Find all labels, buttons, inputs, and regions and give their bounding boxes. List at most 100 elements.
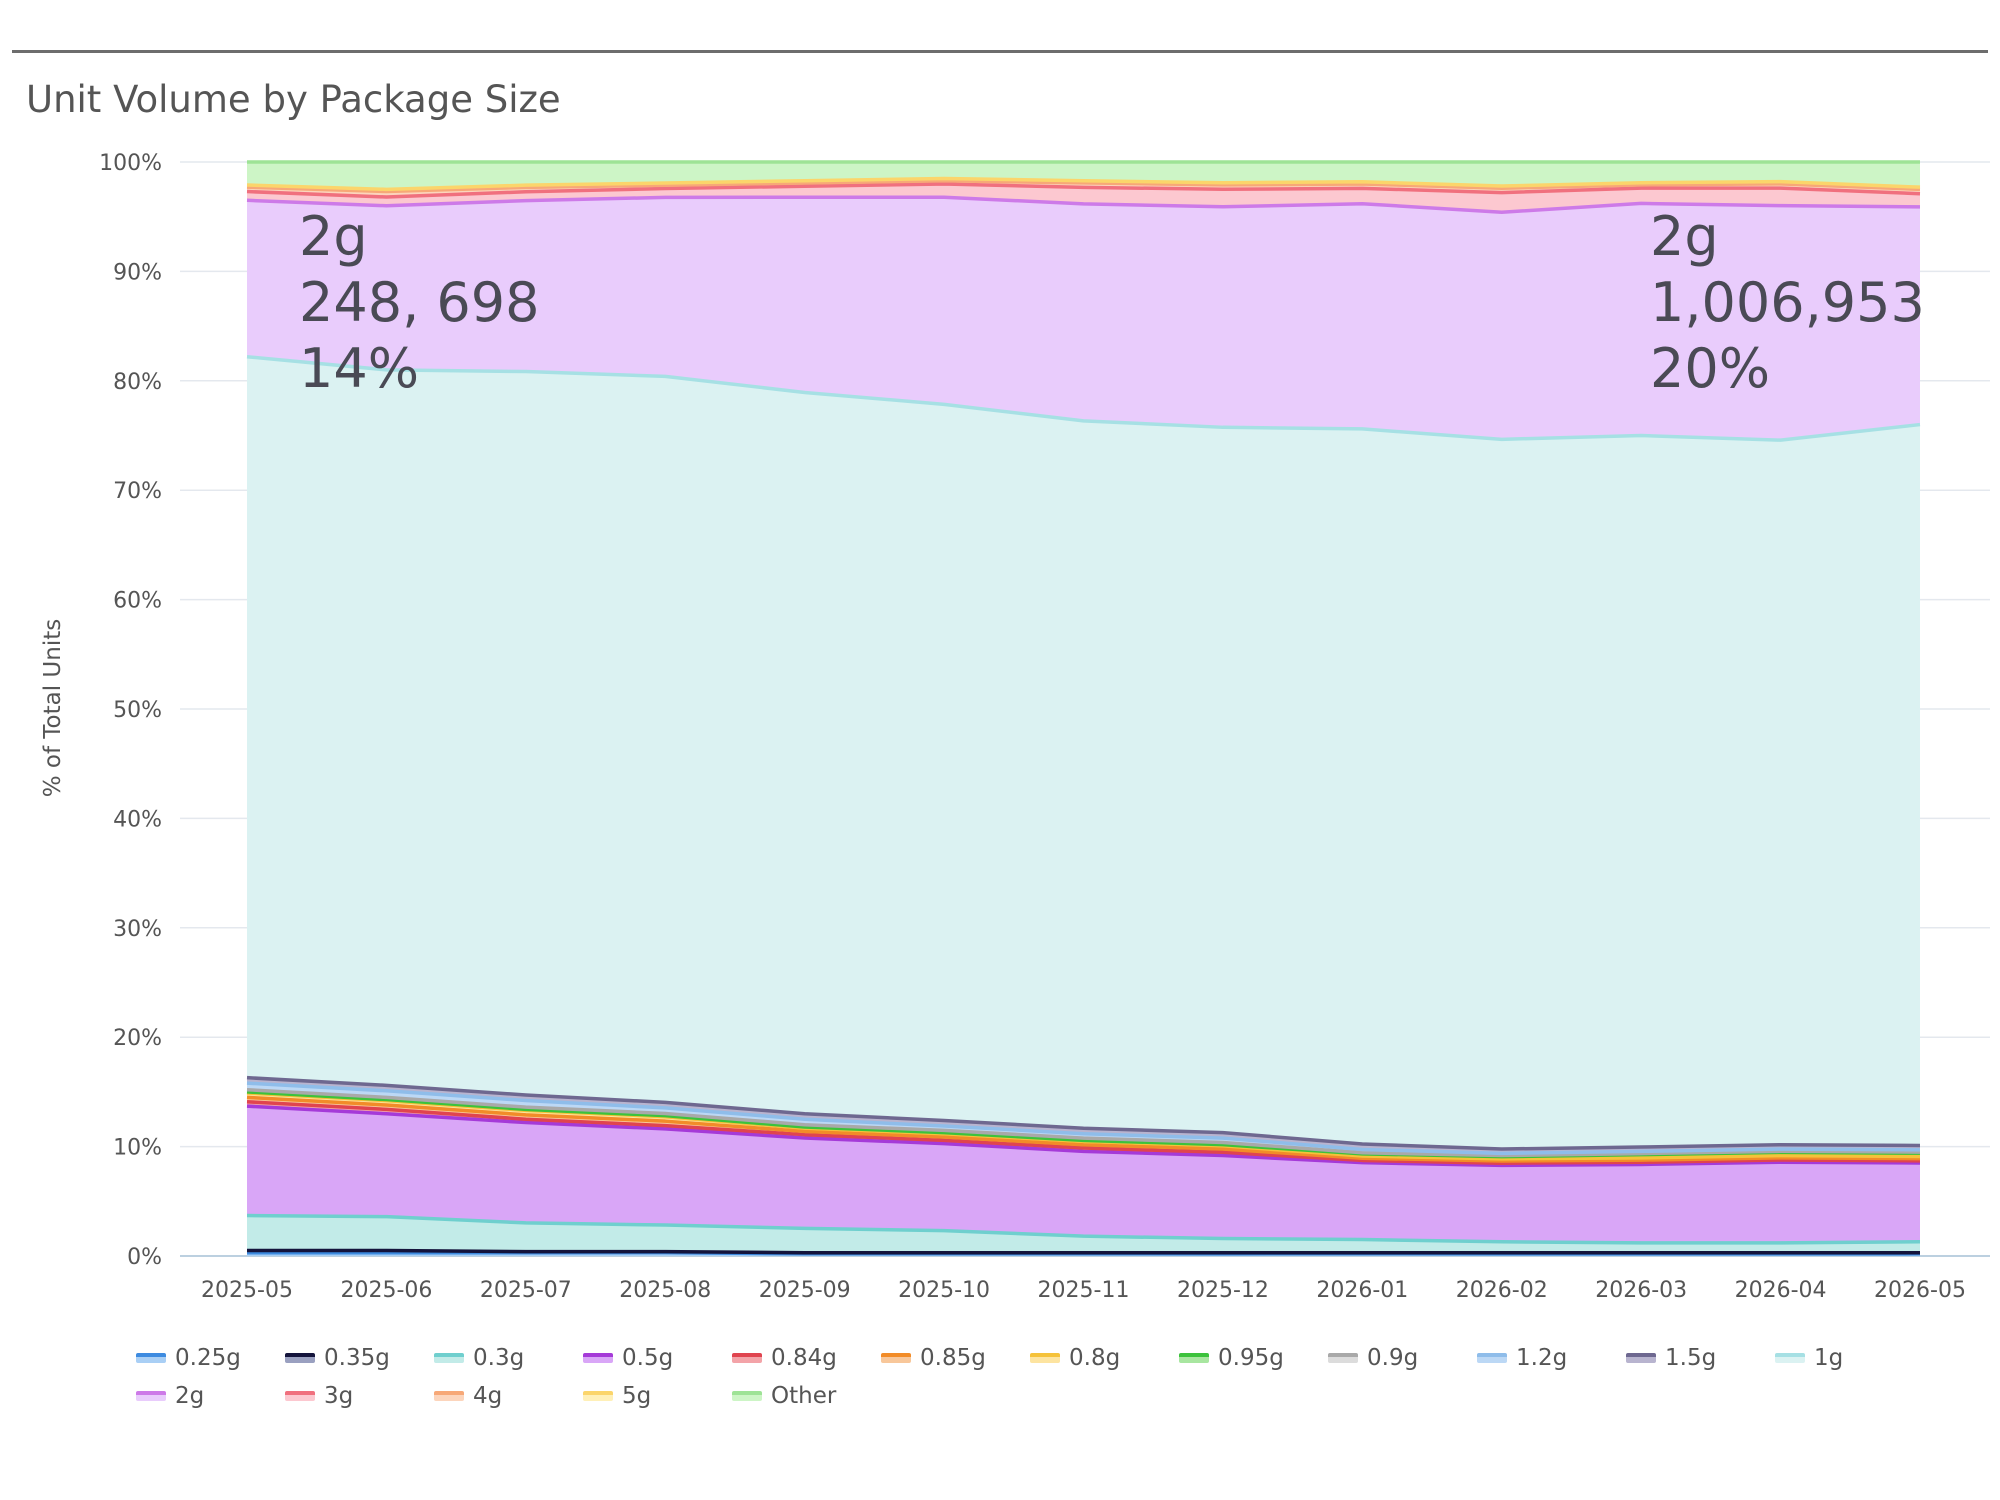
stacked-area-chart: 0% 10% 20% 30% 40% 50% 60% 70% 80% 90% 100% 2025-0… xyxy=(40,151,1990,1303)
legend-label: 0.25g xyxy=(175,1345,241,1371)
x-tick-label: 2026-05 xyxy=(1874,1278,1966,1303)
y-axis-label: % of Total Units xyxy=(40,619,66,797)
legend-item[interactable]: 0.84g xyxy=(732,1344,881,1372)
legend-item[interactable]: 2g xyxy=(136,1382,285,1410)
legend-swatch xyxy=(1030,1353,1060,1363)
legend-swatch xyxy=(1179,1353,1209,1363)
legend-label: 1.5g xyxy=(1665,1345,1717,1371)
y-tick-label: 80% xyxy=(113,370,162,395)
annotation-line: 20% xyxy=(1650,337,1770,400)
x-tick-label: 2026-01 xyxy=(1316,1278,1408,1303)
legend-swatch xyxy=(285,1391,315,1401)
line-1-2g xyxy=(246,1081,1921,1156)
legend-swatch xyxy=(1328,1353,1358,1363)
legend-label: 3g xyxy=(324,1383,354,1409)
legend-swatch xyxy=(1775,1353,1805,1363)
legend-item[interactable]: 1.5g xyxy=(1626,1344,1775,1372)
area-1g[interactable] xyxy=(247,356,1920,1150)
line-0-9g xyxy=(246,1087,1921,1158)
legend-swatch xyxy=(881,1353,911,1363)
legend-label: 0.35g xyxy=(324,1345,390,1371)
line-2g xyxy=(246,195,1921,214)
line-1-5g xyxy=(246,1075,1921,1151)
legend-swatch xyxy=(1626,1353,1656,1363)
legend-item[interactable]: 0.9g xyxy=(1328,1344,1477,1372)
line-1g xyxy=(246,354,1921,442)
annotation-line: 14% xyxy=(299,337,419,400)
legend: 0.25g 0.35g 0.3g 0.5g 0.84g 0.85g 0.8g 0.95g 0.9… xyxy=(136,1344,1936,1410)
legend-item[interactable]: 0.3g xyxy=(434,1344,583,1372)
legend-label: 1.2g xyxy=(1516,1345,1568,1371)
legend-swatch xyxy=(136,1391,166,1401)
y-tick-label: 30% xyxy=(113,917,162,942)
y-tick-label: 100% xyxy=(99,151,162,176)
line-4g xyxy=(246,178,1921,194)
y-tick-label: 10% xyxy=(113,1136,162,1161)
x-tick-label: 2025-06 xyxy=(340,1278,432,1303)
y-tick-label: 40% xyxy=(113,807,162,832)
line-layer xyxy=(246,160,1921,1256)
line-0-35g xyxy=(247,1248,1921,1255)
area-2g[interactable] xyxy=(247,197,1920,441)
legend-item[interactable]: 4g xyxy=(434,1382,583,1410)
y-tick-label: 70% xyxy=(113,479,162,504)
x-tick-label: 2025-08 xyxy=(619,1278,711,1303)
legend-item[interactable]: 0.25g xyxy=(136,1344,285,1372)
line-0-3g xyxy=(246,1213,1921,1245)
legend-item[interactable]: 1g xyxy=(1775,1344,1924,1372)
legend-label: 0.95g xyxy=(1218,1345,1284,1371)
legend-item[interactable]: 1.2g xyxy=(1477,1344,1626,1372)
x-tick-label: 2025-10 xyxy=(898,1278,990,1303)
legend-label: 0.5g xyxy=(622,1345,674,1371)
legend-label: 4g xyxy=(473,1383,503,1409)
legend-swatch xyxy=(583,1353,613,1363)
legend-swatch xyxy=(732,1353,762,1363)
legend-item[interactable]: 0.8g xyxy=(1030,1344,1179,1372)
x-axis-ticks: 2025-05 2025-06 2025-07 2025-08 2025-09 2025-… xyxy=(201,1278,1966,1303)
y-tick-label: 0% xyxy=(127,1245,162,1270)
area-0-5g[interactable] xyxy=(247,1106,1920,1243)
line-3g xyxy=(246,182,1921,199)
y-tick-label: 50% xyxy=(113,698,162,723)
y-axis-ticks: 0% 10% 20% 30% 40% 50% 60% 70% 80% 90% 100% xyxy=(99,151,162,1270)
legend-label: 0.84g xyxy=(771,1345,837,1371)
chart-title: Unit Volume by Package Size xyxy=(26,78,561,121)
legend-swatch xyxy=(583,1391,613,1401)
legend-label: 0.8g xyxy=(1069,1345,1121,1371)
x-tick-label: 2025-11 xyxy=(1038,1278,1130,1303)
legend-item[interactable]: 3g xyxy=(285,1382,434,1410)
legend-swatch xyxy=(732,1391,762,1401)
area-3g[interactable] xyxy=(247,184,1920,213)
legend-label: 0.85g xyxy=(920,1345,986,1371)
y-tick-label: 60% xyxy=(113,589,162,614)
legend-item[interactable]: 0.35g xyxy=(285,1344,434,1372)
legend-label: 0.3g xyxy=(473,1345,525,1371)
x-tick-label: 2025-05 xyxy=(201,1278,293,1303)
legend-label: 1g xyxy=(1814,1345,1844,1371)
line-0-5g xyxy=(246,1104,1921,1168)
line-0-85g xyxy=(246,1095,1921,1163)
y-tick-label: 20% xyxy=(113,1026,162,1051)
legend-label: 5g xyxy=(622,1383,652,1409)
x-tick-label: 2026-03 xyxy=(1595,1278,1687,1303)
annotation-line: 248, 698 xyxy=(299,271,539,334)
legend-swatch xyxy=(434,1353,464,1363)
x-tick-label: 2026-02 xyxy=(1456,1278,1548,1303)
annotation-line: 2g xyxy=(299,205,368,268)
legend-label: 0.9g xyxy=(1367,1345,1419,1371)
y-tick-label: 90% xyxy=(113,260,162,285)
legend-item[interactable]: 5g xyxy=(583,1382,732,1410)
legend-item[interactable]: 0.85g xyxy=(881,1344,1030,1372)
legend-label: 2g xyxy=(175,1383,205,1409)
annotation-line: 2g xyxy=(1650,205,1719,268)
legend-label: Other xyxy=(771,1383,837,1409)
legend-swatch xyxy=(1477,1353,1507,1363)
legend-item[interactable]: 0.95g xyxy=(1179,1344,1328,1372)
legend-swatch xyxy=(136,1353,166,1363)
legend-item[interactable]: Other xyxy=(732,1382,881,1410)
x-tick-label: 2025-09 xyxy=(759,1278,851,1303)
legend-item[interactable]: 0.5g xyxy=(583,1344,732,1372)
x-tick-label: 2026-04 xyxy=(1735,1278,1827,1303)
legend-swatch xyxy=(434,1391,464,1401)
